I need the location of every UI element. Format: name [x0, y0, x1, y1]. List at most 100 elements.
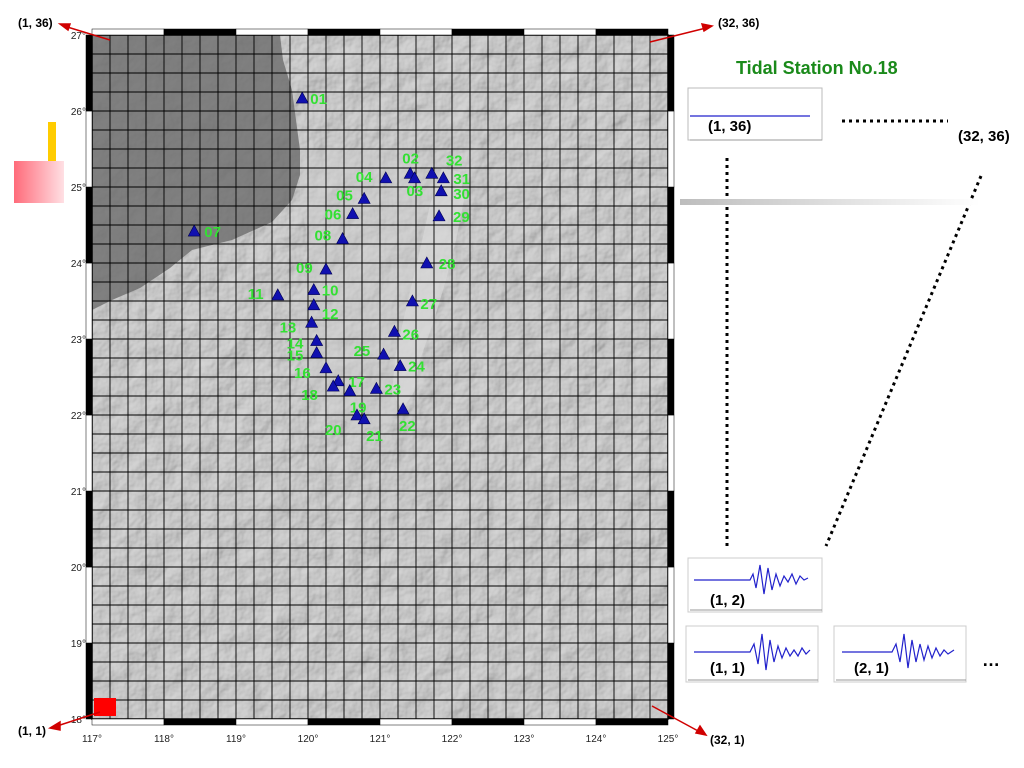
station-triangle-icon	[331, 374, 345, 387]
tidal-station: 13	[280, 315, 319, 336]
station-label: 15	[287, 348, 304, 365]
frame-tick-bar	[667, 490, 675, 568]
waveform-panel-bottom-left	[685, 625, 819, 683]
station-label: 32	[446, 152, 463, 169]
dotted-line-diagonal	[824, 175, 983, 547]
tidal-station: 21	[357, 412, 383, 445]
tidal-station: 15	[287, 346, 324, 365]
frame-tick-bar	[595, 28, 669, 36]
station-label: 21	[366, 428, 383, 445]
tidal-station: 05	[336, 187, 371, 204]
frame-tick-bar	[163, 28, 237, 36]
station-triangle-icon	[271, 288, 285, 301]
arrow-bottom-right	[651, 705, 701, 733]
waveform-label-mid: (1, 2)	[710, 592, 746, 609]
tidal-station: 03	[407, 171, 424, 200]
lon-tick-label: 121°	[370, 734, 391, 745]
frame-tick-bar	[667, 262, 675, 340]
station-label: 07	[204, 224, 221, 241]
tidal-station: 29	[432, 209, 470, 226]
corner-label-bottom-left: (1, 1)	[18, 724, 47, 738]
tidal-station: 06	[325, 207, 360, 224]
frame-tick-bar	[85, 490, 93, 568]
tidal-station: 01	[295, 91, 327, 108]
frame-tick-bar	[91, 28, 165, 36]
station-label: 06	[325, 207, 342, 224]
mainland-landmass	[92, 35, 300, 310]
frame-tick-bar	[85, 186, 93, 264]
frame-tick-bar	[85, 262, 93, 340]
frame-tick-bar	[85, 414, 93, 492]
arrowhead-bottom-left	[47, 720, 61, 731]
frame-tick-bar	[307, 28, 381, 36]
tidal-station: 07	[187, 224, 221, 241]
tidal-station: 08	[315, 228, 350, 245]
lat-tick-label: 24°	[71, 259, 86, 270]
tidal-station: 09	[296, 260, 333, 277]
lat-tick-label: 19°	[71, 639, 86, 650]
station-triangle-icon	[387, 324, 401, 337]
frame-tick-bar	[379, 718, 453, 726]
station-label: 03	[407, 183, 424, 200]
frame-tick-bar	[235, 718, 309, 726]
station-triangle-icon	[377, 347, 391, 360]
corner-label-top-left: (1, 36)	[18, 16, 53, 30]
station-label: 18	[301, 387, 318, 404]
lon-tick-label: 119°	[226, 734, 246, 745]
tidal-station: 28	[420, 256, 455, 273]
station-label: 05	[336, 187, 353, 204]
lat-tick-label: 25°	[71, 183, 86, 194]
lat-tick-label: 21°	[71, 487, 86, 498]
station-triangle-icon	[357, 412, 371, 425]
arrow-top-left	[63, 25, 111, 41]
corner-label-top-right: (32, 36)	[718, 16, 760, 30]
station-triangle-icon	[408, 171, 422, 184]
frame-tick-bar	[667, 414, 675, 492]
station-label: 29	[453, 209, 470, 226]
arrow-top-right	[649, 27, 707, 43]
station-triangle-icon	[307, 282, 321, 295]
frame-tick-bar	[91, 718, 165, 726]
tidal-station: 19	[343, 384, 367, 417]
axis-labels: 27° 26° 25° 24° 23° 22° 21° 20° 19° 18° 117° 118° 11…	[71, 31, 678, 745]
station-triangle-icon	[350, 408, 364, 421]
station-triangle-icon	[369, 381, 383, 394]
waveform-panel-top	[687, 87, 823, 141]
station-triangle-icon	[319, 262, 333, 275]
frame-tick-bar	[667, 186, 675, 264]
decorative-red-gradient	[14, 161, 64, 203]
frame-tick-bar	[85, 110, 93, 188]
tidal-station: 04	[356, 169, 393, 186]
station-triangle-icon	[436, 171, 450, 184]
station-label: 24	[408, 359, 425, 376]
lat-tick-label: 18°	[71, 715, 86, 726]
waveform-label-bottom-mid: (2, 1)	[854, 660, 890, 677]
station-label: 12	[322, 306, 339, 323]
frame-tick-bar	[595, 718, 669, 726]
tidal-station: 27	[405, 294, 437, 313]
lon-tick-label: 117°	[82, 734, 102, 745]
station-label: 08	[315, 228, 332, 245]
figure-title: Tidal Station No.18	[736, 58, 898, 78]
station-label: 10	[322, 283, 339, 300]
station-label: 17	[348, 374, 365, 391]
decorative-gray-bar	[680, 199, 980, 205]
station-triangle-icon	[434, 184, 448, 197]
frame-tick-bar	[85, 566, 93, 644]
waveform-panels	[685, 87, 967, 683]
waveform-more-ellipsis: …	[982, 650, 1000, 670]
tidal-station: 20	[325, 408, 364, 439]
frame-tick-bar	[163, 718, 237, 726]
tidal-station: 22	[396, 402, 416, 435]
frame-tick-bar	[667, 642, 675, 720]
station-triangle-icon	[319, 361, 333, 374]
station-label: 31	[453, 171, 470, 188]
frame-tick-bar	[85, 34, 93, 112]
frame-tick-bar	[523, 718, 597, 726]
station-triangle-icon	[310, 346, 324, 358]
tidal-station: 16	[294, 361, 333, 382]
tidal-station: 18	[301, 379, 340, 404]
station-label: 19	[350, 400, 367, 417]
